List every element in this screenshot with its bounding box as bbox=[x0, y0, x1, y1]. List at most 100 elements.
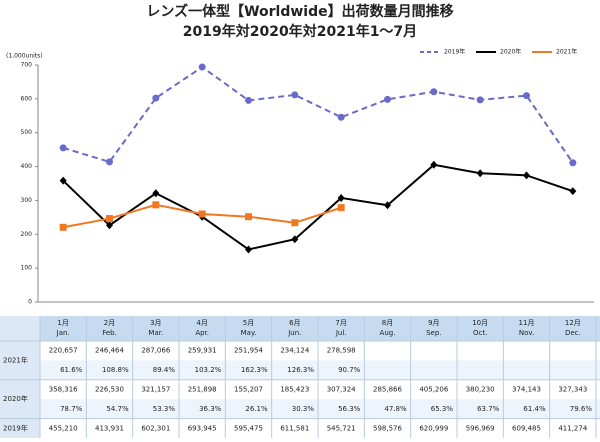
month-label: 1月 bbox=[57, 319, 68, 327]
series-line bbox=[62, 65, 574, 164]
table-ratio: 103.2% bbox=[195, 366, 222, 374]
y-tick-label: 200 bbox=[21, 231, 33, 238]
month-label: 7月 bbox=[335, 319, 346, 327]
point bbox=[106, 221, 113, 230]
point bbox=[384, 201, 391, 210]
month-label: 9月 bbox=[428, 319, 439, 327]
table-ratio: 90.7% bbox=[338, 366, 361, 374]
point bbox=[291, 235, 299, 244]
point bbox=[476, 169, 484, 178]
table-value: 455,210 bbox=[49, 424, 78, 432]
month-label-en: May. bbox=[241, 329, 257, 337]
point bbox=[198, 63, 206, 71]
table-value: 285,866 bbox=[373, 386, 402, 394]
point bbox=[152, 201, 160, 209]
row-label: 2021年 bbox=[3, 355, 28, 364]
point bbox=[337, 113, 345, 121]
point bbox=[152, 189, 160, 198]
point bbox=[337, 204, 345, 212]
series-line bbox=[62, 163, 574, 251]
month-label-en: Jun. bbox=[287, 329, 301, 337]
table-value: 545,721 bbox=[327, 424, 356, 432]
point bbox=[59, 144, 67, 152]
month-label-en: Feb. bbox=[102, 329, 117, 337]
month-label-en: Oct. bbox=[473, 329, 487, 337]
month-label-en: Aug. bbox=[380, 329, 396, 337]
point bbox=[569, 159, 577, 167]
table-ratio: 53.3% bbox=[153, 405, 176, 413]
table-value: 595,475 bbox=[234, 424, 263, 432]
table-ratio: 65.3% bbox=[431, 405, 454, 413]
point bbox=[291, 91, 299, 99]
table-value: 380,230 bbox=[466, 386, 495, 394]
point bbox=[59, 176, 67, 185]
point bbox=[291, 219, 299, 227]
y-tick-label: 400 bbox=[21, 163, 33, 170]
month-label-en: Mar. bbox=[148, 329, 163, 337]
table-ratio: 162.3% bbox=[241, 366, 268, 374]
table-value: 693,945 bbox=[188, 424, 217, 432]
month-label: 5月 bbox=[243, 319, 254, 327]
point bbox=[569, 187, 577, 196]
table-ratio: 79.6% bbox=[570, 405, 593, 413]
month-label: 4月 bbox=[196, 319, 207, 327]
table-ratio: 54.7% bbox=[106, 405, 129, 413]
point bbox=[384, 95, 391, 103]
ratio-row bbox=[40, 360, 600, 380]
table-value: 620,999 bbox=[419, 424, 448, 432]
table-header bbox=[0, 316, 600, 341]
point bbox=[152, 94, 160, 102]
y-tick-label: 300 bbox=[21, 197, 33, 204]
chart-subtitle: 2019年対2020年対2021年1～7月 bbox=[183, 23, 417, 40]
table-ratio: 108.8% bbox=[102, 366, 129, 374]
table-value: 602,301 bbox=[141, 424, 170, 432]
chart-title: レンズ一体型【Worldwide】出荷数量月間推移 bbox=[146, 3, 453, 20]
y-tick-label: 100 bbox=[21, 265, 33, 272]
month-label: 10月 bbox=[472, 319, 488, 327]
table-ratio: 78.7% bbox=[60, 405, 83, 413]
table-value: 598,576 bbox=[373, 424, 402, 432]
table-value: 596,969 bbox=[466, 424, 495, 432]
table-value: 251,954 bbox=[234, 347, 263, 355]
legend-label: 2019年 bbox=[444, 48, 465, 56]
y-tick-label: 500 bbox=[21, 129, 33, 136]
table-value: 327,343 bbox=[558, 386, 587, 394]
table-ratio: 126.3% bbox=[287, 366, 314, 374]
month-label-en: Jan. bbox=[56, 329, 70, 337]
point bbox=[106, 158, 113, 166]
table-value: 246,464 bbox=[95, 347, 124, 355]
table-ratio: 61.4% bbox=[523, 405, 546, 413]
table-ratio: 56.3% bbox=[338, 405, 361, 413]
table-label-col bbox=[0, 316, 40, 438]
month-label: 8月 bbox=[382, 319, 393, 327]
table-value: 321,157 bbox=[141, 386, 170, 394]
table-value: 155,207 bbox=[234, 386, 263, 394]
table-ratio: 36.3% bbox=[199, 405, 222, 413]
table-value: 358,316 bbox=[49, 386, 78, 394]
y-axis-label: (1,000units) bbox=[6, 53, 43, 60]
legend-label: 2020年 bbox=[500, 48, 521, 56]
table-value: 287,066 bbox=[141, 347, 170, 355]
table-value: 611,581 bbox=[280, 424, 309, 432]
table-value: 307,324 bbox=[327, 386, 356, 394]
table-value: 259,931 bbox=[188, 347, 217, 355]
point bbox=[198, 210, 206, 218]
point bbox=[430, 88, 438, 96]
table-value: 226,530 bbox=[95, 386, 124, 394]
y-tick-label: 0 bbox=[28, 299, 32, 306]
ratio-row bbox=[40, 399, 600, 419]
row-label: 2020年 bbox=[3, 394, 28, 403]
point bbox=[245, 96, 252, 104]
legend-label: 2021年 bbox=[556, 48, 577, 56]
month-label-en: Apr. bbox=[195, 329, 209, 337]
table-value: 413,931 bbox=[95, 424, 124, 432]
y-tick-label: 600 bbox=[21, 95, 33, 102]
table-value: 278,598 bbox=[327, 347, 356, 355]
point bbox=[523, 171, 530, 180]
point bbox=[59, 223, 67, 231]
table-ratio: 47.8% bbox=[384, 405, 407, 413]
table-ratio: 63.7% bbox=[477, 405, 500, 413]
table-value: 411,274 bbox=[558, 424, 587, 432]
month-label-en: Dec. bbox=[565, 329, 581, 337]
